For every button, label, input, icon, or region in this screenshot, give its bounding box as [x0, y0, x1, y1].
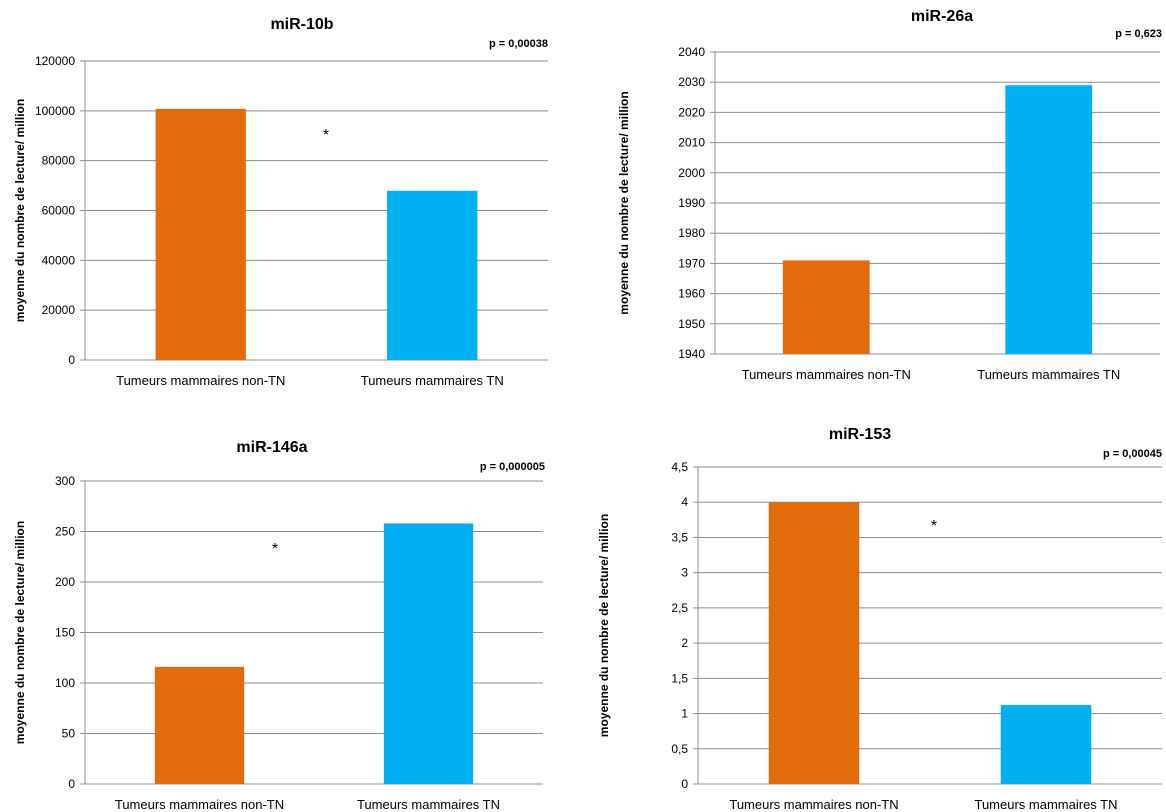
x-category-label: Tumeurs mammaires non-TN	[729, 797, 898, 812]
x-category-label: Tumeurs mammaires non-TN	[115, 797, 284, 812]
y-tick-label: 3	[681, 566, 688, 580]
y-tick-label: 2,5	[671, 601, 688, 615]
y-tick-label: 200	[55, 575, 75, 589]
chart-mir-146a: 0 50 100 150 200 250 300 Tumeurs mammaires non-…	[13, 439, 545, 812]
chart-title: miR-153	[829, 426, 891, 443]
y-tick-label: 4,5	[671, 460, 688, 474]
chart-mir-10b: 0 20000 40000 60000 80000 100000 120000 Tumeurs…	[13, 16, 548, 388]
significance-star: *	[931, 518, 937, 535]
y-tick-label: 40000	[42, 253, 76, 267]
y-tick-label: 1970	[678, 256, 705, 270]
bar	[1005, 85, 1093, 354]
y-tick-label: 300	[55, 474, 75, 488]
y-tick-label: 2040	[678, 45, 705, 59]
y-tick-label: 20000	[42, 303, 76, 317]
y-tick-label: 2010	[678, 136, 705, 150]
chart-mir-153: 0 0,5 1 1,5 2 2,5 3 3,5 4 4,5 Tumeurs mammaires no…	[597, 426, 1162, 812]
chart-title: miR-10b	[270, 16, 333, 33]
y-tick-label: 1940	[678, 347, 705, 361]
p-value-label: p = 0,00038	[489, 38, 548, 50]
y-tick-label: 3,5	[671, 530, 688, 544]
y-tick-label: 0,5	[671, 742, 688, 756]
y-tick-label: 50	[62, 727, 76, 741]
p-value-label: p = 0,000005	[480, 461, 545, 473]
bar	[387, 190, 478, 360]
y-tick-label: 1980	[678, 226, 705, 240]
y-tick-label: 100000	[35, 104, 75, 118]
y-tick-label: 0	[681, 777, 688, 791]
y-tick-label: 4	[681, 495, 688, 509]
y-tick-label: 2030	[678, 75, 705, 89]
y-tick-label: 150	[55, 626, 75, 640]
y-tick-label: 1	[681, 707, 688, 721]
y-tick-label: 1960	[678, 287, 705, 301]
chart-mir-26a: 1940 1950 1960 1970 1980 1990 2000 2010 2020 2030…	[617, 8, 1162, 382]
chart-title: miR-146a	[236, 439, 307, 456]
y-axis-label: moyenne du nombre de lecture/ million	[13, 521, 27, 744]
p-value-label: p = 0,623	[1115, 28, 1162, 40]
x-category-label: Tumeurs mammaires non-TN	[116, 373, 285, 388]
y-axis-label: moyenne du nombre de lecture/ million	[617, 91, 631, 314]
x-category-label: Tumeurs mammaires TN	[974, 797, 1117, 812]
x-category-label: Tumeurs mammaires TN	[357, 797, 500, 812]
x-category-label: Tumeurs mammaires TN	[361, 373, 504, 388]
y-tick-label: 0	[68, 777, 75, 791]
y-tick-label: 2000	[678, 166, 705, 180]
bar	[154, 666, 245, 784]
y-tick-label: 80000	[42, 154, 76, 168]
y-tick-label: 1990	[678, 196, 705, 210]
y-tick-label: 100	[55, 676, 75, 690]
chart-title: miR-26a	[911, 8, 973, 25]
y-tick-label: 60000	[42, 204, 76, 218]
x-category-label: Tumeurs mammaires non-TN	[742, 367, 911, 382]
p-value-label: p = 0,00045	[1103, 448, 1162, 460]
bar	[768, 502, 860, 784]
y-tick-label: 0	[68, 353, 75, 367]
y-tick-label: 1,5	[671, 671, 688, 685]
x-category-label: Tumeurs mammaires TN	[977, 367, 1120, 382]
significance-star: *	[272, 541, 278, 558]
bar	[782, 260, 870, 354]
significance-star: *	[323, 127, 329, 144]
bar	[155, 108, 246, 360]
bar	[1000, 705, 1092, 784]
y-tick-label: 2	[681, 636, 688, 650]
y-tick-label: 120000	[35, 54, 75, 68]
y-tick-label: 250	[55, 525, 75, 539]
y-axis-label: moyenne du nombre de lecture/ million	[597, 514, 611, 737]
y-axis-label: moyenne du nombre de lecture/ million	[13, 99, 27, 322]
bar	[383, 523, 474, 784]
y-tick-label: 2020	[678, 105, 705, 119]
y-tick-label: 1950	[678, 317, 705, 331]
